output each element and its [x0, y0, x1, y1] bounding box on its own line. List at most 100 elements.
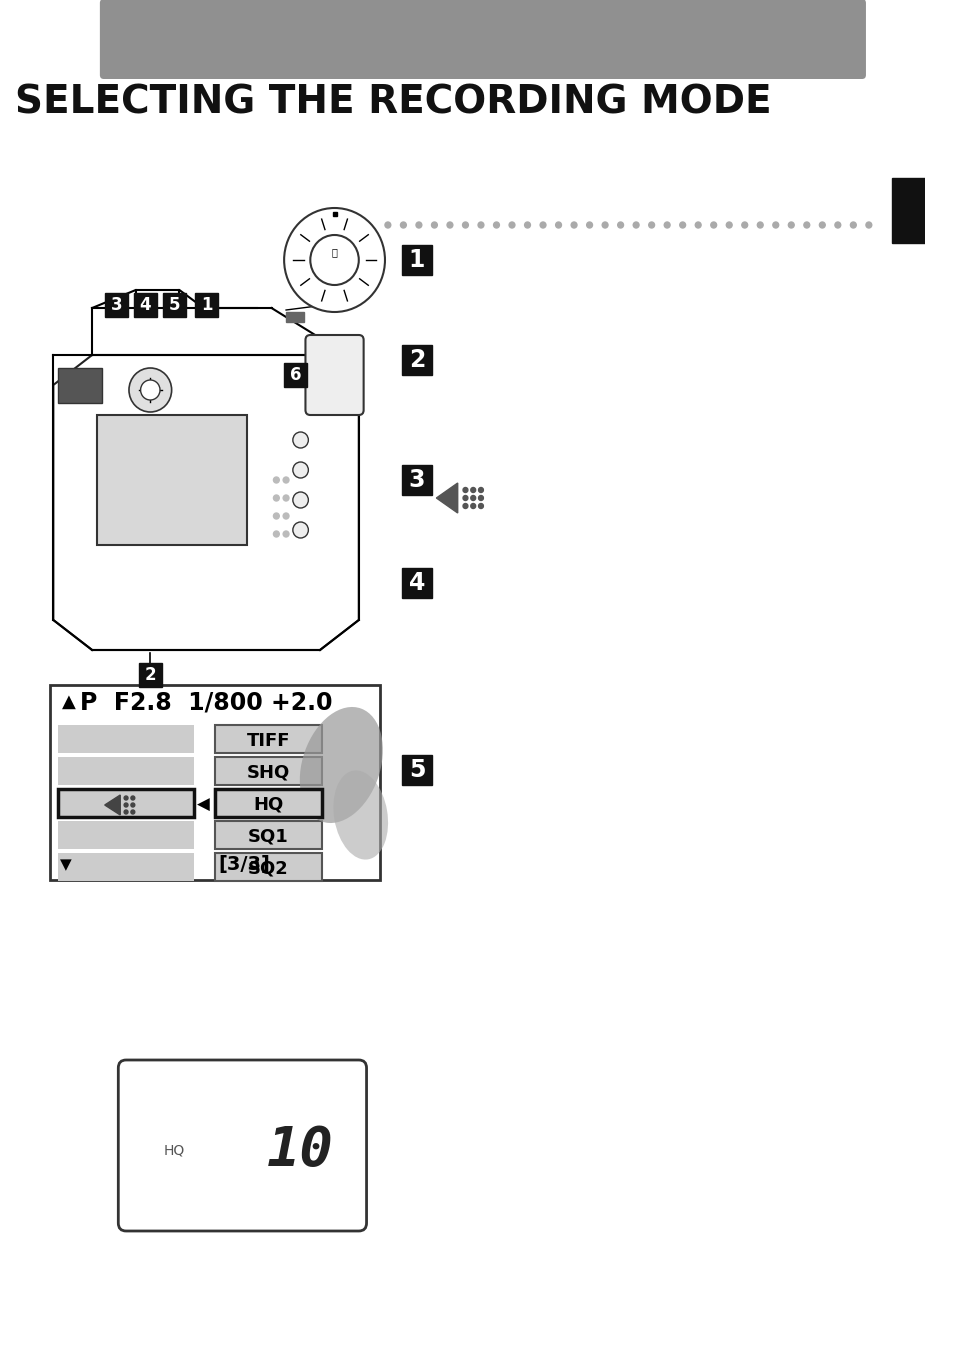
Bar — [215, 853, 321, 882]
Text: SQ2: SQ2 — [248, 860, 289, 878]
FancyBboxPatch shape — [118, 1061, 366, 1232]
Circle shape — [431, 222, 436, 227]
Text: 6: 6 — [290, 366, 301, 384]
Circle shape — [695, 222, 700, 227]
Circle shape — [124, 795, 128, 800]
Text: 📷: 📷 — [332, 248, 337, 257]
Circle shape — [679, 222, 685, 227]
Circle shape — [586, 222, 592, 227]
Circle shape — [648, 222, 654, 227]
FancyBboxPatch shape — [305, 335, 363, 415]
Bar — [215, 725, 321, 752]
Circle shape — [493, 222, 498, 227]
Text: SELECTING THE RECORDING MODE: SELECTING THE RECORDING MODE — [14, 83, 770, 122]
Text: 2: 2 — [144, 666, 156, 684]
Text: 1: 1 — [408, 248, 425, 272]
Circle shape — [725, 222, 731, 227]
Circle shape — [462, 495, 467, 501]
Circle shape — [293, 432, 308, 448]
Circle shape — [772, 222, 778, 227]
Bar — [104, 3, 862, 71]
Circle shape — [478, 495, 483, 501]
Text: 1: 1 — [200, 296, 213, 314]
Text: 10: 10 — [267, 1124, 334, 1176]
Text: 5: 5 — [408, 758, 425, 782]
Circle shape — [633, 222, 639, 227]
Circle shape — [283, 476, 289, 483]
Circle shape — [710, 222, 716, 227]
Circle shape — [617, 222, 623, 227]
Circle shape — [283, 495, 289, 501]
Text: SQ1: SQ1 — [248, 828, 289, 847]
Bar — [58, 789, 193, 817]
Circle shape — [819, 222, 824, 227]
Bar — [133, 293, 157, 318]
FancyBboxPatch shape — [100, 0, 865, 79]
Circle shape — [787, 222, 793, 227]
Circle shape — [131, 795, 134, 800]
Circle shape — [400, 222, 406, 227]
Circle shape — [834, 222, 840, 227]
Text: 4: 4 — [139, 296, 152, 314]
Circle shape — [524, 222, 530, 227]
Bar — [215, 789, 321, 817]
Circle shape — [865, 222, 871, 227]
Circle shape — [477, 222, 483, 227]
Circle shape — [310, 236, 358, 285]
Circle shape — [140, 380, 160, 400]
Bar — [215, 789, 321, 817]
Text: TIFF: TIFF — [247, 732, 290, 750]
Bar — [51, 685, 379, 880]
Circle shape — [124, 810, 128, 814]
Circle shape — [274, 532, 279, 537]
Bar — [163, 293, 186, 318]
Circle shape — [462, 222, 468, 227]
Circle shape — [741, 222, 747, 227]
Bar — [58, 756, 193, 785]
Circle shape — [462, 487, 467, 493]
Circle shape — [293, 462, 308, 478]
Text: [3/3]: [3/3] — [218, 855, 270, 874]
Bar — [402, 568, 431, 598]
Text: HQ: HQ — [253, 795, 283, 814]
Bar — [58, 725, 193, 752]
Text: P  F2.8  1/800 +2.0: P F2.8 1/800 +2.0 — [79, 690, 332, 715]
Circle shape — [470, 503, 476, 509]
Circle shape — [509, 222, 515, 227]
Circle shape — [470, 495, 476, 501]
Text: HQ: HQ — [253, 795, 283, 814]
Circle shape — [124, 804, 128, 808]
Circle shape — [284, 209, 385, 312]
Bar — [215, 821, 321, 849]
Circle shape — [539, 222, 545, 227]
Circle shape — [478, 487, 483, 493]
Bar — [194, 293, 218, 318]
Circle shape — [274, 495, 279, 501]
Circle shape — [470, 487, 476, 493]
Ellipse shape — [299, 707, 382, 822]
Bar — [105, 293, 128, 318]
Bar — [402, 755, 431, 785]
Bar — [58, 821, 193, 849]
Circle shape — [571, 222, 577, 227]
Text: 5: 5 — [169, 296, 180, 314]
Ellipse shape — [333, 770, 388, 860]
Bar — [215, 756, 321, 785]
Circle shape — [757, 222, 762, 227]
Bar — [402, 345, 431, 376]
Polygon shape — [436, 483, 457, 513]
Circle shape — [385, 222, 391, 227]
Bar — [58, 367, 102, 402]
Text: 3: 3 — [111, 296, 122, 314]
Circle shape — [293, 493, 308, 507]
Text: HQ: HQ — [164, 1144, 185, 1158]
Bar — [891, 178, 924, 244]
Polygon shape — [53, 355, 358, 650]
Circle shape — [462, 503, 467, 509]
Text: SHQ: SHQ — [247, 765, 290, 782]
Bar — [402, 245, 431, 275]
Circle shape — [803, 222, 809, 227]
Circle shape — [293, 522, 308, 538]
Text: ▲: ▲ — [62, 693, 76, 711]
Circle shape — [274, 513, 279, 520]
